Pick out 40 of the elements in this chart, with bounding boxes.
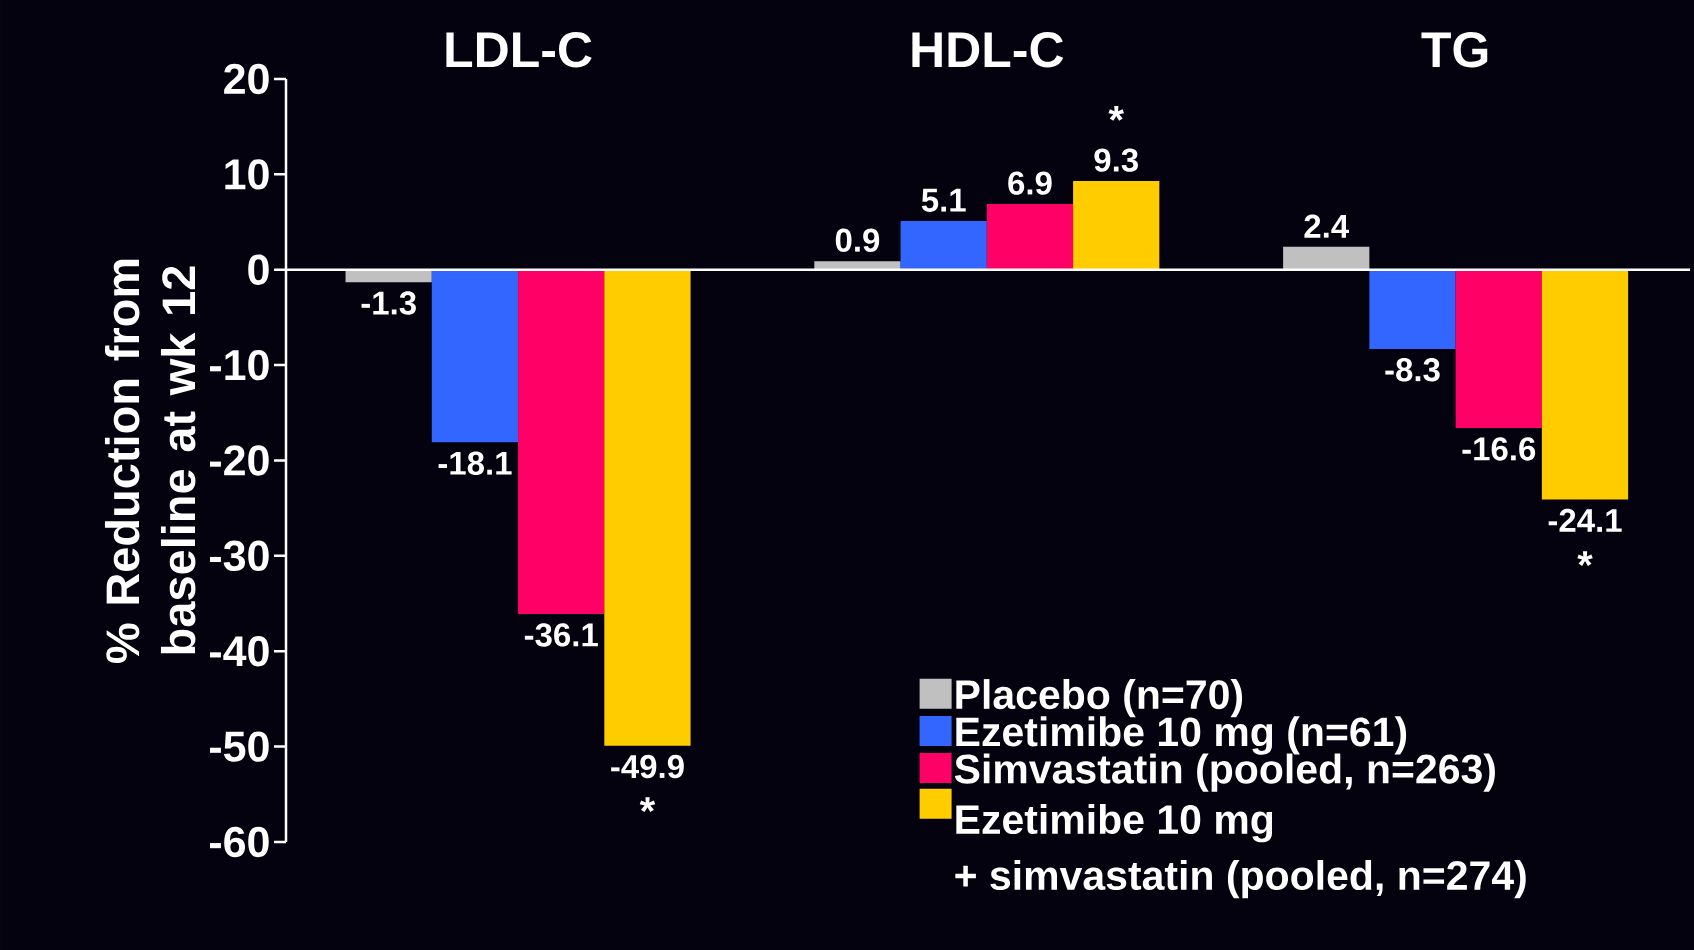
y-tick-label: 20 — [224, 63, 269, 95]
data-label: 2.4 — [1304, 214, 1349, 238]
bar — [1369, 269, 1456, 349]
y-axis-title: % Reduction from baseline at wk 12 — [104, 259, 196, 663]
annotation: * — [639, 797, 656, 813]
y-tick-label: -10 — [210, 349, 269, 381]
y-tick-label: -40 — [210, 636, 269, 667]
x-tick-label: LDL-C — [446, 32, 592, 68]
bar — [1283, 246, 1370, 270]
y-tick-label: -50 — [210, 731, 269, 762]
bar — [900, 221, 987, 270]
data-label: -1.3 — [361, 291, 416, 315]
bar — [604, 269, 691, 746]
y-tick-label: -20 — [210, 445, 269, 476]
x-tick-label: TG — [1421, 32, 1488, 68]
data-label: -16.6 — [1462, 437, 1536, 461]
bar — [518, 269, 605, 615]
annotation: * — [1108, 106, 1124, 121]
bar — [1455, 269, 1542, 429]
data-label: -24.1 — [1548, 508, 1622, 532]
y-tick-label: 10 — [225, 159, 269, 190]
bar — [986, 203, 1074, 270]
bar — [1073, 181, 1160, 270]
data-label: -49.9 — [611, 754, 684, 779]
data-label: 5.1 — [921, 188, 966, 212]
y-tick-label: -30 — [210, 540, 269, 572]
data-label: -8.3 — [1385, 358, 1440, 382]
data-label: 9.3 — [1094, 148, 1138, 172]
data-label: 0.9 — [835, 228, 880, 252]
bar — [431, 269, 519, 443]
legend-label: Simvastatin (pooled, n=263) — [954, 753, 1495, 792]
data-label: 6.9 — [1008, 171, 1052, 195]
annotation: * — [1577, 551, 1593, 567]
data-label: -18.1 — [438, 451, 512, 475]
data-label: -36.1 — [524, 623, 598, 647]
legend-label: Ezetimibe 10 mg + simvastatin (pooled, n=274) — [955, 803, 1526, 899]
x-tick-label: HDL-C — [912, 32, 1064, 68]
bar — [1541, 269, 1629, 500]
y-tick-label: 0 — [248, 254, 269, 285]
y-tick-label: -60 — [210, 826, 269, 858]
